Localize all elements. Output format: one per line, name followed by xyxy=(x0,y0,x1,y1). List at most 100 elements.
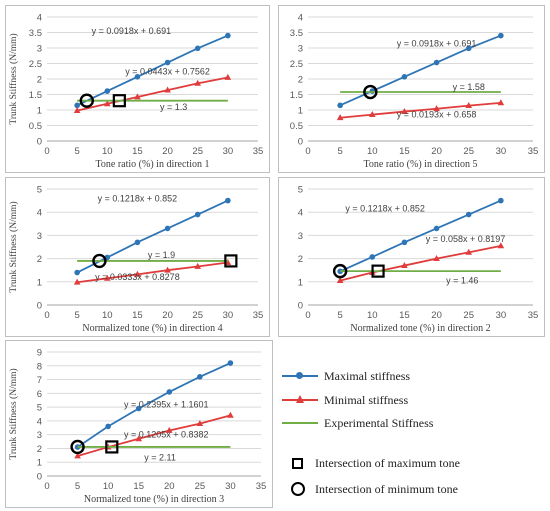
x-tick-label: 25 xyxy=(195,481,206,492)
x-tick-label: 20 xyxy=(164,481,175,492)
y-tick-label: 3.5 xyxy=(290,28,303,39)
legend-label-maximal: Maximal stiffness xyxy=(324,368,411,383)
x-tick-label: 10 xyxy=(367,310,378,321)
panel-border xyxy=(278,177,545,337)
data-point-minimal xyxy=(135,435,143,442)
data-point-maximal xyxy=(337,102,343,109)
y-tick-label: 3.5 xyxy=(29,28,42,39)
y-tick-label: 4 xyxy=(298,13,303,24)
legend-label-max-tone: Intersection of maximum tone xyxy=(315,455,460,470)
y-tick-label: 3 xyxy=(37,231,42,242)
chart-panel-direction-3: 0 1 2 3 4 5 6 7 8 9 0 5 10 15 20 25 30 35 Normalized tone … xyxy=(5,340,273,508)
chart-svg: 0 1 2 3 4 5 0 5 10 15 20 25 30 35 Normalized tone (%) … xyxy=(278,177,545,337)
data-point-minimal xyxy=(74,452,81,459)
y-tick-label: 9 xyxy=(37,348,42,359)
data-point-minimal xyxy=(433,105,440,112)
x-tick-label: 20 xyxy=(162,146,173,157)
x-tick-label: 35 xyxy=(253,146,264,157)
panel-border xyxy=(5,340,273,508)
data-point-minimal xyxy=(401,107,408,114)
data-point-minimal xyxy=(73,107,81,114)
x-tick-label: 20 xyxy=(162,310,173,321)
y-tick-label: 4 xyxy=(298,208,303,219)
x-tick-label: 5 xyxy=(75,481,80,492)
y-tick-label: 0 xyxy=(37,301,42,312)
series-line xyxy=(339,199,502,273)
x-tick-label: 0 xyxy=(44,310,49,321)
data-point-minimal xyxy=(336,277,344,284)
x-tick-label: 10 xyxy=(103,481,114,492)
data-point-maximal xyxy=(227,360,234,366)
equation-annotation: y = 0.2395x + 1.1601 xyxy=(124,399,209,409)
legend-swatch-maximal xyxy=(282,369,318,383)
equation-annotation: y = 1.58 xyxy=(453,82,485,92)
legend-item-min-tone: Intersection of minimum tone xyxy=(282,479,458,499)
y-tick-label: 3 xyxy=(298,44,303,55)
x-axis-label: Tone ratio (%) in direction 1 xyxy=(96,159,210,170)
y-tick-label: 2 xyxy=(37,254,42,265)
data-point-minimal xyxy=(401,261,408,268)
panel-border xyxy=(278,5,545,173)
equation-annotation: y = 0.0443x + 0.7562 xyxy=(125,66,210,76)
legend-swatch-minimal xyxy=(282,393,318,407)
x-axis-label: Normalized tone (%) in direction 4 xyxy=(82,323,222,334)
series-line xyxy=(76,199,229,274)
min-tone-marker xyxy=(332,263,348,279)
y-tick-label: 5 xyxy=(37,185,42,196)
y-tick-label: 0 xyxy=(298,137,303,148)
series-line xyxy=(76,34,229,107)
x-axis-label: Normalized tone (%) in direction 3 xyxy=(84,494,224,505)
x-tick-label: 25 xyxy=(192,146,203,157)
x-tick-label: 15 xyxy=(133,481,144,492)
data-point-minimal xyxy=(194,262,202,269)
y-tick-label: 4 xyxy=(37,13,42,24)
chart-svg: 0 0.5 1 1.5 2 2.5 3 3.5 4 0 5 10 15 20 25 30 35 Tone rati… xyxy=(278,5,545,173)
x-tick-label: 10 xyxy=(367,146,378,157)
data-point-maximal xyxy=(194,45,201,52)
x-tick-label: 30 xyxy=(223,146,234,157)
series-line xyxy=(77,414,231,457)
y-axis-label: Trunk Stiffness (N/mm) xyxy=(8,201,19,292)
y-tick-label: 2 xyxy=(298,254,303,265)
data-point-maximal xyxy=(194,211,201,218)
equation-annotation: y = 0.1205x + 0.8382 xyxy=(124,430,209,440)
panel-border xyxy=(5,5,270,173)
data-point-maximal xyxy=(369,254,376,260)
data-point-minimal xyxy=(164,266,171,273)
equation-annotation: y = 0.0333x + 0.8278 xyxy=(95,272,180,282)
equation-annotation: y = 0.0918x + 0.691 xyxy=(397,38,477,48)
data-point-maximal xyxy=(104,88,111,94)
data-point-maximal xyxy=(197,374,203,380)
x-tick-label: 10 xyxy=(102,146,113,157)
y-tick-label: 1.5 xyxy=(290,90,303,101)
x-tick-label: 0 xyxy=(44,146,49,157)
y-tick-label: 5 xyxy=(298,185,303,196)
x-tick-label: 0 xyxy=(305,310,310,321)
data-point-maximal xyxy=(74,102,80,109)
y-tick-label: 4 xyxy=(37,208,42,219)
chart-panel-direction-4: 0 1 2 3 4 5 0 5 10 15 20 25 30 35 Normalized tone (%) … xyxy=(5,177,270,337)
x-axis-label: Tone ratio (%) in direction 5 xyxy=(364,159,478,170)
data-point-minimal xyxy=(497,99,505,106)
y-tick-label: 1 xyxy=(37,106,42,117)
y-tick-label: 3 xyxy=(298,231,303,242)
legend-swatch-experimental xyxy=(282,416,318,430)
y-tick-label: 1 xyxy=(37,277,42,288)
x-tick-label: 35 xyxy=(528,310,539,321)
data-point-minimal xyxy=(194,79,202,86)
legend: Maximal stiffness Minimal stiffness Expe… xyxy=(282,340,544,508)
data-point-maximal xyxy=(74,269,80,276)
data-point-minimal xyxy=(227,411,234,418)
x-tick-label: 5 xyxy=(337,310,342,321)
equation-annotation: y = 1.46 xyxy=(446,276,478,286)
chart-svg: 0 1 2 3 4 5 0 5 10 15 20 25 30 35 Normalized tone (%) … xyxy=(5,177,270,337)
y-tick-label: 8 xyxy=(37,361,42,372)
min-tone-marker xyxy=(70,439,85,455)
data-point-maximal xyxy=(401,74,408,80)
series-line xyxy=(339,34,502,107)
legend-label-minimal: Minimal stiffness xyxy=(324,392,409,407)
data-point-maximal xyxy=(498,32,504,39)
data-point-minimal xyxy=(73,278,81,285)
x-tick-label: 35 xyxy=(256,481,267,492)
data-point-maximal xyxy=(135,405,142,412)
